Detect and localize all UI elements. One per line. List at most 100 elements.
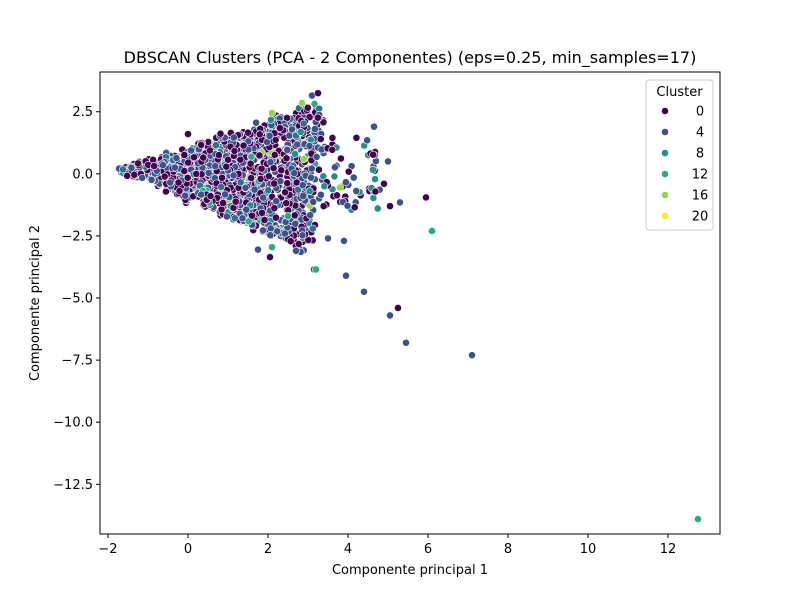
data-point (230, 147, 239, 155)
data-point (190, 153, 198, 162)
y-tick-label: −5.0 (61, 292, 93, 307)
data-point (266, 158, 275, 167)
data-point (319, 118, 328, 127)
data-point (363, 136, 372, 145)
data-point (211, 162, 220, 170)
data-point (341, 178, 350, 187)
data-point (307, 173, 315, 182)
y-axis: −12.5 −10.0 −7.5 −5.0 −2.5 0.0 2.5 (53, 105, 100, 493)
data-point (172, 154, 181, 162)
data-point (352, 133, 361, 142)
x-tick-label: 0 (184, 542, 192, 557)
data-point (333, 191, 341, 200)
data-point (160, 172, 169, 181)
data-point (305, 187, 314, 196)
data-point (254, 245, 262, 254)
data-point (159, 161, 167, 170)
plot-area-frame (99, 71, 721, 535)
data-point (328, 145, 337, 154)
data-point (218, 173, 226, 182)
legend-marker (661, 191, 669, 199)
legend-marker (661, 212, 669, 220)
data-point (320, 182, 329, 191)
data-point (255, 130, 264, 139)
data-point (268, 109, 276, 117)
legend-title: Cluster (656, 85, 703, 100)
data-point (299, 192, 308, 201)
data-point (197, 141, 205, 149)
legend-label: 4 (696, 126, 704, 141)
data-point (312, 153, 321, 161)
data-point (138, 173, 147, 182)
data-point (298, 181, 307, 190)
data-point (270, 179, 279, 188)
data-point (266, 231, 275, 240)
data-point (197, 190, 206, 199)
x-tick-label: 10 (580, 542, 597, 557)
data-point (244, 128, 252, 137)
data-point (298, 99, 306, 107)
data-point (270, 204, 279, 213)
data-point (282, 154, 291, 163)
data-point (310, 100, 319, 108)
data-point (150, 162, 158, 170)
data-point (270, 151, 279, 159)
legend-marker (661, 149, 669, 157)
data-point (282, 199, 291, 208)
data-point (299, 119, 308, 128)
data-point (298, 231, 307, 240)
y-tick-label: −7.5 (61, 354, 93, 369)
data-point (281, 188, 289, 197)
data-point (369, 194, 378, 202)
data-point (260, 216, 269, 224)
x-axis-label: Componente principal 1 (332, 563, 488, 578)
data-point (266, 253, 274, 261)
data-point (314, 165, 323, 174)
data-point (336, 183, 344, 192)
data-point (294, 240, 303, 248)
data-point (212, 141, 220, 150)
data-point (206, 192, 215, 200)
legend-marker (661, 170, 669, 178)
data-point (264, 186, 273, 195)
data-point (307, 164, 316, 173)
data-point (306, 135, 315, 144)
data-point (217, 183, 226, 191)
data-point (313, 113, 322, 122)
data-point (380, 179, 388, 188)
data-point (259, 193, 268, 202)
data-point (371, 175, 379, 183)
data-point (174, 178, 183, 187)
data-point (316, 135, 325, 143)
data-point (277, 166, 286, 175)
data-point (312, 265, 320, 274)
data-point (119, 165, 127, 174)
data-point (360, 287, 368, 296)
data-point (384, 157, 392, 166)
data-point (317, 190, 325, 199)
data-point (343, 201, 352, 210)
data-point (303, 103, 312, 112)
data-point (272, 197, 281, 206)
data-point (184, 158, 193, 167)
data-point (219, 199, 227, 207)
data-point (267, 115, 275, 124)
data-point (222, 162, 231, 171)
data-point (314, 89, 322, 98)
data-point (175, 187, 184, 195)
data-point (236, 178, 245, 187)
data-point (217, 205, 226, 214)
x-axis: −2 0 2 4 6 8 10 12 (98, 534, 676, 557)
data-point (319, 202, 328, 211)
data-point (204, 169, 213, 177)
data-point (370, 122, 378, 131)
legend-label: 12 (692, 168, 709, 183)
data-point (231, 197, 240, 206)
data-point (123, 171, 132, 180)
data-point (180, 151, 189, 159)
legend-label: 16 (692, 189, 709, 204)
legend: Cluster 0 4 8 12 16 20 (645, 79, 714, 231)
data-point (216, 129, 225, 138)
data-point (181, 191, 190, 200)
